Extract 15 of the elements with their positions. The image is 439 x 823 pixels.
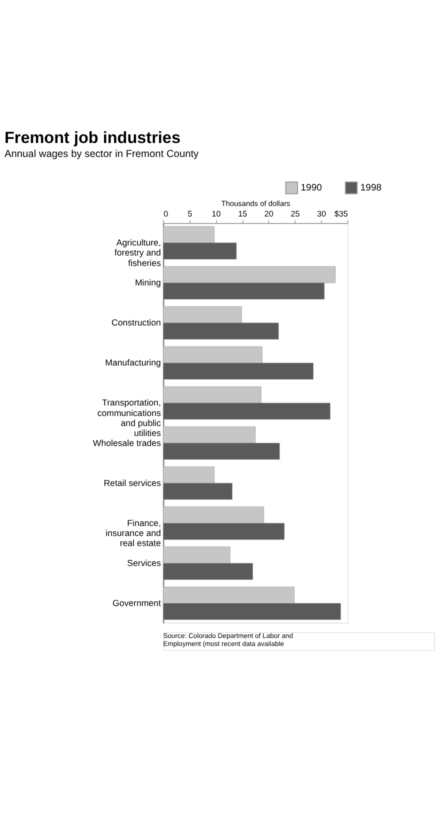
- y-tick-label: Wholesale trades: [92, 438, 162, 448]
- chart-subtitle: Annual wages by sector in Fremont County: [4, 148, 200, 160]
- y-tick-label: Retail services: [104, 478, 162, 488]
- y-tick-label: Finance, insurance and real estate: [106, 518, 162, 548]
- legend-label: 1998: [360, 182, 382, 194]
- y-tick-label: Agriculture, forestry and fisheries: [114, 238, 162, 268]
- y-tick-label: Construction: [112, 318, 161, 328]
- y-tick-label: Government: [112, 598, 162, 608]
- legend-label: 1990: [300, 182, 322, 194]
- y-tick-label: Services: [127, 558, 162, 568]
- y-tick-label: Transportation, communications and public utilities: [97, 398, 162, 438]
- y-tick-label: Manufacturing: [105, 358, 161, 368]
- x-axis-title: Thousands of dollars: [221, 198, 291, 208]
- chart-title: Fremont job industries: [4, 129, 181, 148]
- y-tick-label: Mining: [134, 278, 161, 288]
